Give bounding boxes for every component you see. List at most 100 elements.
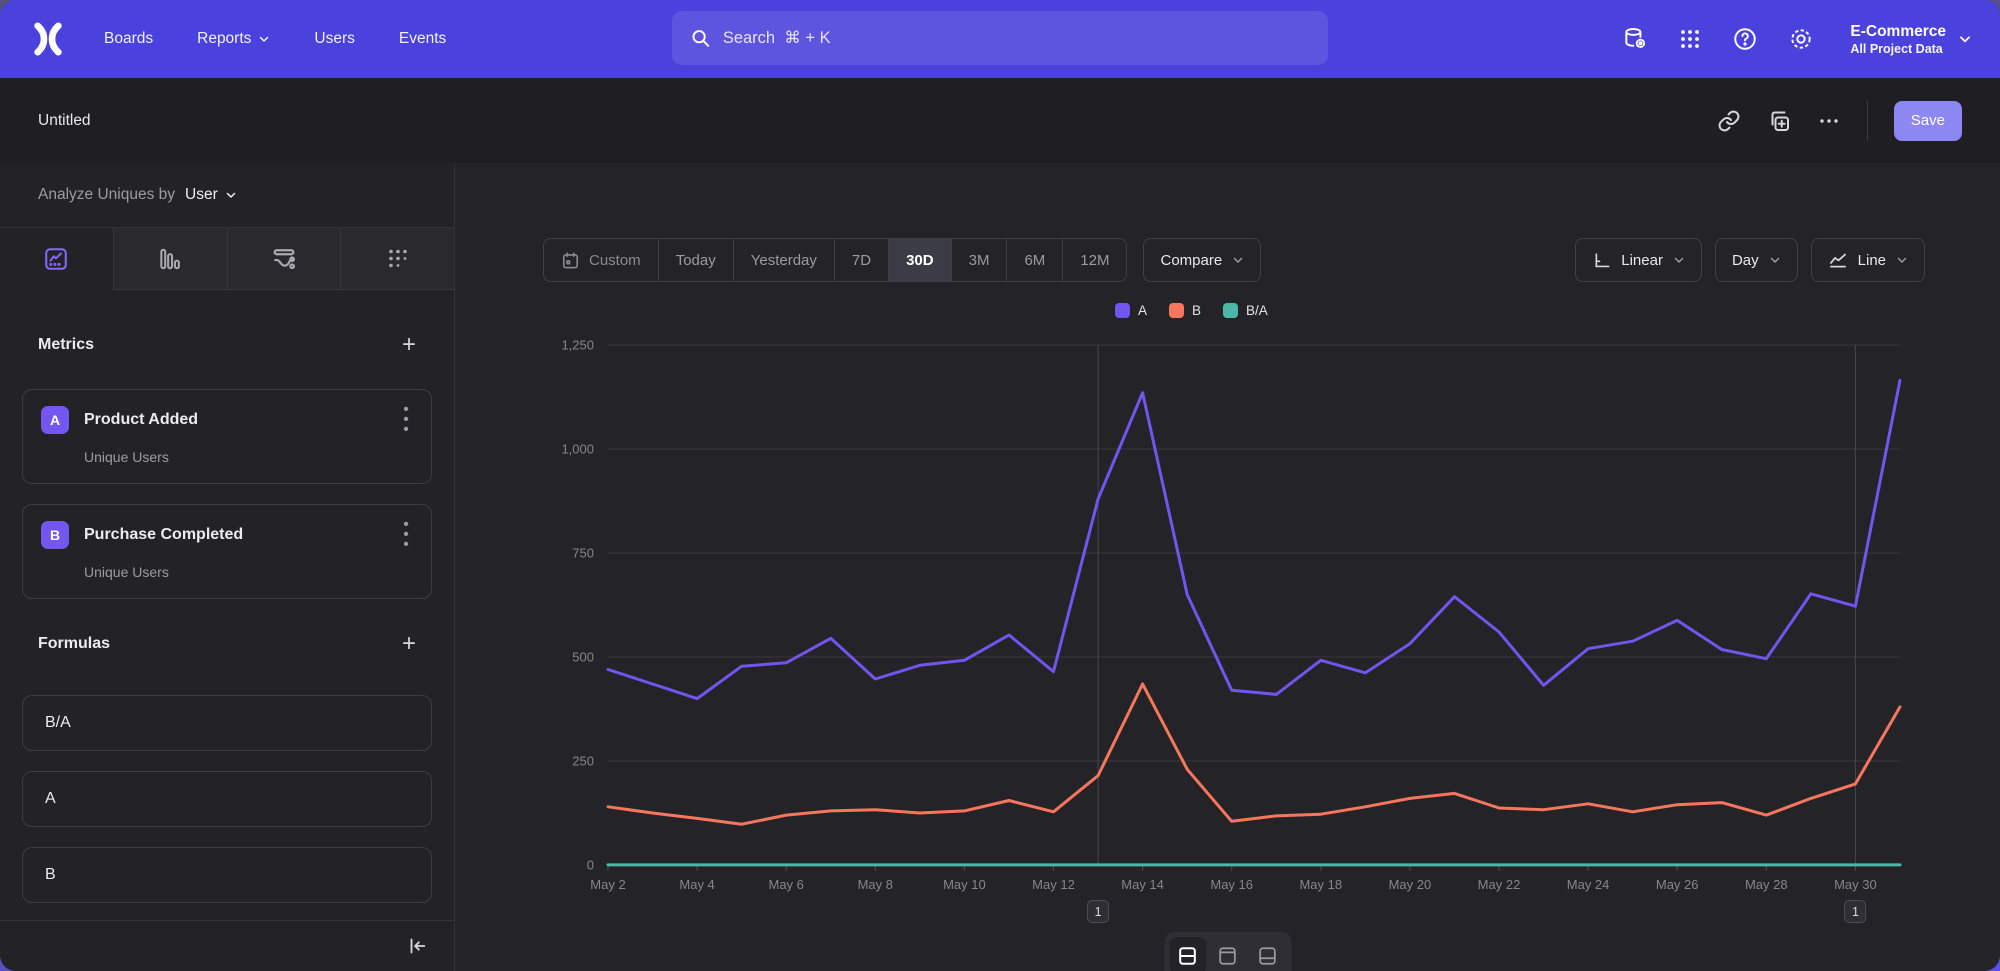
x-axis-tick: May 28 bbox=[1745, 877, 1788, 892]
x-axis-tick: May 16 bbox=[1210, 877, 1253, 892]
legend-label: B/A bbox=[1246, 303, 1268, 318]
x-axis-tick: May 10 bbox=[943, 877, 986, 892]
nav-item-label: Users bbox=[314, 30, 355, 47]
range-label: 12M bbox=[1080, 251, 1110, 269]
header-divider bbox=[1866, 100, 1868, 141]
metric-name: Purchase Completed bbox=[84, 525, 244, 543]
report-type-tabs bbox=[0, 228, 454, 290]
date-range-control: Custom Today Yesterday 7D 30D 3M 6M 12M bbox=[543, 238, 1128, 282]
y-axis-tick: 250 bbox=[572, 754, 594, 769]
settings-gear-icon[interactable] bbox=[1788, 26, 1814, 52]
add-formula-button[interactable]: + bbox=[401, 630, 416, 657]
search-input[interactable] bbox=[722, 28, 1310, 48]
nav-item-events[interactable]: Events bbox=[399, 30, 446, 48]
nav-item-users[interactable]: Users bbox=[314, 30, 354, 48]
nav-item-label: Reports bbox=[197, 30, 252, 47]
range-yesterday[interactable]: Yesterday bbox=[732, 239, 834, 281]
report-title[interactable]: Untitled bbox=[38, 111, 91, 129]
formulas-section-header: Formulas + bbox=[22, 629, 432, 659]
collapse-sidebar-icon[interactable] bbox=[406, 935, 428, 957]
metric-options-icon[interactable]: • • • bbox=[403, 401, 409, 438]
metric-card-a[interactable]: A Product Added • • • Unique Users bbox=[22, 389, 432, 484]
apps-grid-icon[interactable] bbox=[1678, 27, 1702, 51]
tab-retention[interactable] bbox=[340, 228, 454, 290]
range-7d[interactable]: 7D bbox=[833, 239, 888, 281]
metric-subtitle[interactable]: Unique Users bbox=[84, 448, 169, 465]
x-axis-tick: May 12 bbox=[1032, 877, 1075, 892]
chart-controls: Custom Today Yesterday 7D 30D 3M 6M 12M … bbox=[543, 238, 1925, 282]
metric-badge-a: A bbox=[41, 405, 69, 434]
analyze-by-value: User bbox=[185, 186, 218, 203]
mixpanel-logo-icon[interactable] bbox=[28, 19, 68, 59]
tab-funnels[interactable] bbox=[112, 228, 227, 290]
chevron-down-icon bbox=[1960, 36, 1970, 43]
range-3m[interactable]: 3M bbox=[950, 239, 1007, 281]
range-label: Custom bbox=[589, 251, 641, 269]
nav-item-boards[interactable]: Boards bbox=[104, 30, 153, 48]
chevron-down-icon bbox=[1770, 257, 1779, 263]
save-button[interactable]: Save bbox=[1893, 100, 1962, 141]
interval-label: Day bbox=[1731, 251, 1759, 269]
add-metric-button[interactable]: + bbox=[401, 331, 416, 358]
legend-item-B/A[interactable]: B/A bbox=[1223, 303, 1268, 318]
metric-card-b[interactable]: B Purchase Completed • • • Unique Users bbox=[22, 504, 432, 599]
axis-icon bbox=[1595, 252, 1610, 267]
layout-bottom-button[interactable] bbox=[1249, 937, 1286, 971]
y-axis-tick: 750 bbox=[572, 546, 594, 561]
metric-name: Product Added bbox=[84, 410, 199, 428]
range-12m[interactable]: 12M bbox=[1062, 239, 1126, 281]
formula-card-b[interactable]: B bbox=[22, 847, 432, 903]
main-panel: Custom Today Yesterday 7D 30D 3M 6M 12M … bbox=[455, 163, 2000, 971]
formula-label: B/A bbox=[45, 714, 71, 731]
range-6m[interactable]: 6M bbox=[1006, 239, 1062, 281]
x-axis-tick: May 6 bbox=[768, 877, 803, 892]
annotation-badge[interactable]: 1 bbox=[1087, 900, 1110, 923]
annotation-badge[interactable]: 1 bbox=[1844, 900, 1867, 923]
chevron-down-icon bbox=[260, 36, 269, 42]
metrics-section-header: Metrics + bbox=[22, 330, 432, 360]
chart-type-dropdown[interactable]: Line bbox=[1810, 238, 1925, 282]
compare-dropdown[interactable]: Compare bbox=[1143, 238, 1262, 282]
x-axis-tick: May 14 bbox=[1121, 877, 1164, 892]
duplicate-icon[interactable] bbox=[1767, 109, 1791, 133]
layout-top-button[interactable] bbox=[1209, 937, 1246, 971]
formula-card-a[interactable]: A bbox=[22, 771, 432, 827]
analyze-label: Analyze Uniques by bbox=[38, 186, 175, 203]
series-line-A[interactable] bbox=[606, 378, 1902, 701]
nav-item-label: Events bbox=[398, 30, 447, 47]
metric-options-icon[interactable]: • • • bbox=[403, 516, 409, 553]
series-line-B[interactable] bbox=[606, 682, 1902, 826]
help-icon[interactable] bbox=[1732, 26, 1758, 52]
nav-item-reports[interactable]: Reports bbox=[197, 30, 270, 48]
content: Analyze Uniques by User bbox=[0, 163, 2000, 971]
report-header: Untitled Save bbox=[0, 78, 2000, 163]
project-switcher[interactable]: E-Commerce All Project Data bbox=[1850, 22, 1972, 56]
interval-dropdown[interactable]: Day bbox=[1714, 238, 1798, 282]
formula-card-ba[interactable]: B/A bbox=[22, 695, 432, 751]
data-management-icon[interactable] bbox=[1622, 26, 1648, 52]
x-axis-tick: May 8 bbox=[858, 877, 893, 892]
copy-link-icon[interactable] bbox=[1717, 109, 1741, 133]
project-scope: All Project Data bbox=[1850, 41, 1943, 56]
analyze-by-dropdown[interactable]: User bbox=[185, 186, 237, 204]
search-bar[interactable] bbox=[672, 11, 1328, 65]
range-custom[interactable]: Custom bbox=[544, 239, 658, 281]
panel-layout-toolbar bbox=[1164, 932, 1291, 971]
metric-subtitle[interactable]: Unique Users bbox=[84, 563, 169, 580]
tab-flows[interactable] bbox=[226, 228, 341, 290]
more-options-icon[interactable] bbox=[1817, 109, 1841, 133]
range-today[interactable]: Today bbox=[657, 239, 733, 281]
legend-item-A[interactable]: A bbox=[1115, 303, 1147, 318]
metric-badge-b: B bbox=[41, 520, 69, 549]
legend-label: B bbox=[1192, 303, 1202, 318]
layout-split-button[interactable] bbox=[1169, 937, 1206, 971]
range-label: Yesterday bbox=[750, 251, 817, 269]
line-chart[interactable]: 0 250 500 750 1,000 1,250 May 2 May 4 May 6 May 8… bbox=[455, 290, 2000, 971]
nav-item-label: Boards bbox=[104, 30, 154, 47]
range-30d[interactable]: 30D bbox=[888, 239, 951, 281]
legend-item-B[interactable]: B bbox=[1169, 303, 1201, 318]
formula-label: B bbox=[45, 866, 56, 883]
x-axis-tick: May 18 bbox=[1299, 877, 1342, 892]
scale-dropdown[interactable]: Linear bbox=[1575, 238, 1702, 282]
tab-insights[interactable] bbox=[0, 228, 113, 290]
